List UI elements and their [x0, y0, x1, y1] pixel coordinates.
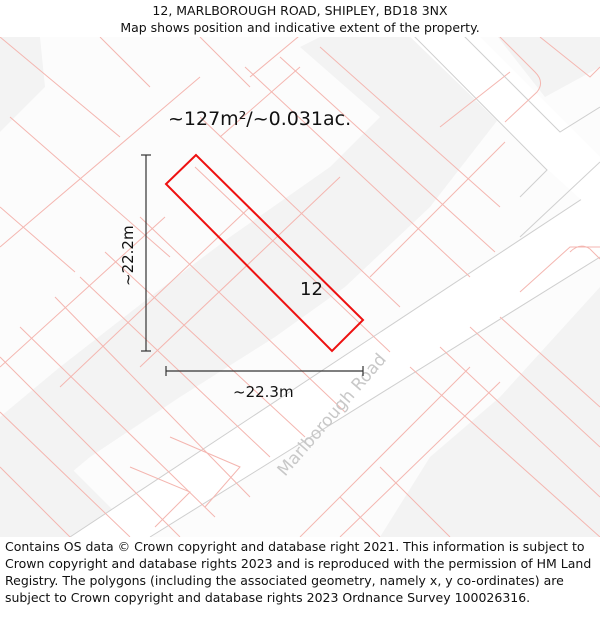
property-map[interactable]: Marlborough Road 12 ~127m²/~0.031ac. ~22…	[0, 37, 600, 537]
height-measure	[141, 154, 151, 352]
height-measure-label: ~22.2m	[119, 225, 137, 286]
width-measure-label: ~22.3m	[233, 383, 294, 401]
copyright-attribution: Contains OS data © Crown copyright and d…	[5, 539, 592, 605]
property-boundary[interactable]	[164, 153, 365, 353]
width-measure	[165, 366, 364, 376]
map-header: 12, MARLBOROUGH ROAD, SHIPLEY, BD18 3NX …	[0, 0, 600, 37]
plot-number-label: 12	[300, 279, 323, 300]
map-subtitle: Map shows position and indicative extent…	[120, 20, 480, 35]
cross-road	[410, 37, 600, 238]
property-address-title: 12, MARLBOROUGH ROAD, SHIPLEY, BD18 3NX	[152, 3, 448, 18]
building-blocks	[0, 37, 600, 537]
area-label: ~127m²/~0.031ac.	[168, 108, 351, 130]
parcel-boundaries	[0, 37, 600, 537]
